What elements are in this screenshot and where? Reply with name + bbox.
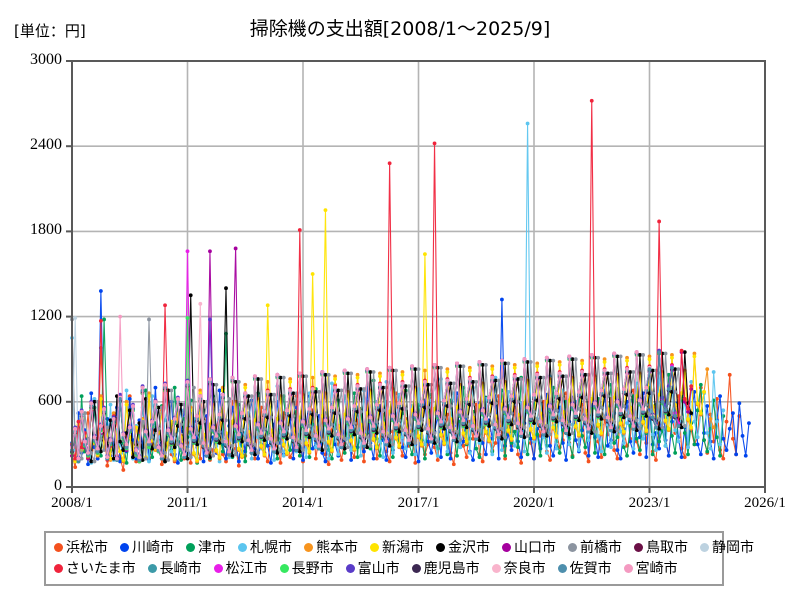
- chart-title: 掃除機の支出額[2008/1～2025/9]: [249, 18, 551, 40]
- legend-color-swatch-icon: [213, 564, 223, 573]
- legend-item[interactable]: 熊本市: [304, 541, 358, 555]
- x-axis-tick-label: 2017/1: [397, 495, 440, 511]
- legend-color-swatch-icon: [623, 564, 633, 573]
- y-axis-tick-label: 1800: [30, 221, 62, 239]
- legend-item[interactable]: 津市: [186, 541, 226, 555]
- legend-item[interactable]: 川崎市: [120, 541, 174, 555]
- legend-item[interactable]: 長野市: [279, 560, 334, 577]
- legend-color-swatch-icon: [54, 564, 63, 573]
- legend-item[interactable]: 金沢市: [436, 541, 490, 555]
- legend-color-swatch-icon: [147, 564, 157, 573]
- legend-item[interactable]: 富山市: [345, 560, 400, 577]
- legend-item[interactable]: さいたま市: [54, 562, 136, 576]
- y-axis-tick-label: 2400: [30, 136, 62, 154]
- y-axis-tick-label: 3000: [30, 51, 62, 68]
- legend-color-swatch-icon: [120, 543, 129, 552]
- x-axis-tick-label: 2008/1: [51, 495, 93, 511]
- legend-item-label: 佐賀市: [569, 560, 612, 577]
- x-axis-tick-label: 2023/1: [628, 495, 671, 511]
- legend-color-swatch-icon: [557, 564, 567, 573]
- legend-item[interactable]: 長崎市: [147, 560, 202, 577]
- legend-item-label: 宮崎市: [635, 560, 678, 577]
- legend-item[interactable]: 宮崎市: [623, 560, 678, 577]
- y-axis-tick-label: 0: [54, 477, 62, 494]
- legend-color-swatch-icon: [700, 543, 709, 552]
- legend-row-1: 浜松市 川崎市 津市 札幌市 熊本市 新潟市 金沢市 山口市 前橋市 鳥取市 静岡市: [54, 537, 754, 558]
- legend-color-swatch-icon: [345, 564, 355, 573]
- legend-item-label: 富山市: [357, 560, 400, 577]
- legend-item-label: 川崎市: [132, 539, 174, 556]
- legend-item-label: 奈良市: [503, 560, 546, 577]
- legend-color-swatch-icon: [436, 543, 445, 552]
- legend-item-label: 鹿児島市: [423, 560, 480, 577]
- x-axis-tick-label: 2020/1: [513, 495, 555, 511]
- legend-item[interactable]: 静岡市: [700, 541, 754, 555]
- legend-item-label: 津市: [198, 539, 226, 556]
- legend-item-label: 金沢市: [448, 539, 490, 556]
- legend-item[interactable]: 佐賀市: [557, 560, 612, 577]
- legend-row-2: さいたま市 長崎市 松江市 長野市 富山市 鹿児島市 奈良市 佐賀市 宮崎市: [54, 558, 716, 579]
- legend-color-swatch-icon: [370, 543, 379, 552]
- legend-item[interactable]: 鳥取市: [634, 541, 688, 555]
- legend-item[interactable]: 前橋市: [568, 541, 622, 555]
- legend-item[interactable]: 奈良市: [491, 560, 546, 577]
- legend-color-swatch-icon: [238, 543, 247, 552]
- x-axis-tick-label: 2014/1: [282, 495, 324, 511]
- unit-label: [単位：円]: [14, 22, 86, 40]
- x-axis-tick-label: 2011/1: [166, 495, 209, 511]
- legend-item-label: 浜松市: [66, 539, 108, 556]
- legend-item-label: 前橋市: [580, 539, 622, 556]
- legend-color-swatch-icon: [502, 543, 511, 552]
- y-axis-tick-label: 600: [38, 391, 62, 409]
- legend-item-label: 札幌市: [250, 539, 292, 556]
- legend-color-swatch-icon: [411, 564, 421, 573]
- legend-item-label: 長野市: [291, 560, 334, 577]
- legend-color-swatch-icon: [304, 543, 313, 552]
- legend-color-swatch-icon: [634, 543, 643, 552]
- legend-item-label: 松江市: [225, 560, 268, 577]
- legend-item-label: さいたま市: [66, 560, 136, 577]
- legend-color-swatch-icon: [568, 543, 577, 552]
- legend-item-label: 新潟市: [382, 539, 424, 556]
- x-axis-tick-label: 2026/1: [744, 495, 786, 511]
- legend-item-label: 鳥取市: [646, 539, 688, 556]
- legend: 浜松市 川崎市 津市 札幌市 熊本市 新潟市 金沢市 山口市 前橋市 鳥取市 静岡市 さいたま市 長崎…: [44, 531, 754, 586]
- legend-item-label: 静岡市: [712, 539, 754, 556]
- legend-color-swatch-icon: [279, 564, 289, 573]
- legend-color-swatch-icon: [491, 564, 501, 573]
- legend-item[interactable]: 札幌市: [238, 541, 292, 555]
- legend-item[interactable]: 浜松市: [54, 541, 108, 555]
- legend-item[interactable]: 鹿児島市: [411, 560, 480, 577]
- legend-item[interactable]: 新潟市: [370, 541, 424, 555]
- legend-item[interactable]: 山口市: [502, 541, 556, 555]
- legend-item-label: 長崎市: [159, 560, 202, 577]
- legend-item-label: 熊本市: [316, 539, 358, 556]
- legend-color-swatch-icon: [186, 543, 195, 552]
- legend-item-label: 山口市: [514, 539, 556, 556]
- legend-item[interactable]: 松江市: [213, 560, 268, 577]
- legend-color-swatch-icon: [54, 543, 63, 552]
- y-axis-tick-label: 1200: [30, 306, 62, 324]
